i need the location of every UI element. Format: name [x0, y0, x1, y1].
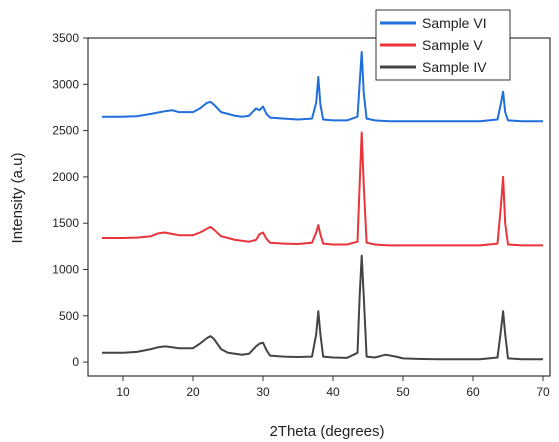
- x-tick-label-60: 60: [466, 385, 480, 399]
- legend-label-sample-v: Sample V: [422, 37, 483, 53]
- legend-label-sample-iv: Sample IV: [422, 59, 487, 75]
- series-line-sample-v: [102, 131, 543, 247]
- y-tick-label-0: 0: [72, 355, 79, 369]
- axes: [83, 37, 551, 381]
- y-tick-label-1000: 1000: [52, 263, 79, 277]
- legend: Sample VI Sample V Sample IV: [375, 9, 511, 81]
- y-axis-title: Intensity (a.u): [9, 153, 26, 244]
- x-tick-label-10: 10: [116, 385, 130, 399]
- x-tick-label-30: 30: [256, 385, 270, 399]
- tick-labels: 10 20 30 40 50 60 70 0 500 1000 1500 2000 2500 3000 35…: [52, 31, 550, 399]
- x-tick-label-20: 20: [186, 385, 200, 399]
- y-tick-label-2500: 2500: [52, 124, 79, 138]
- series-line-sample-iv: [102, 254, 543, 361]
- series-layer: [102, 50, 543, 361]
- series-line-sample-vi: [102, 50, 543, 123]
- y-tick-label-500: 500: [59, 309, 79, 323]
- x-tick-label-40: 40: [326, 385, 340, 399]
- legend-label-sample-vi: Sample VI: [422, 15, 487, 31]
- y-tick-label-3500: 3500: [52, 31, 79, 45]
- plot-frame: [87, 37, 551, 377]
- x-axis-title: 2Theta (degrees): [269, 423, 384, 440]
- y-tick-label-2000: 2000: [52, 170, 79, 184]
- y-tick-label-1500: 1500: [52, 216, 79, 230]
- x-tick-label-70: 70: [536, 385, 550, 399]
- y-tick-label-3000: 3000: [52, 77, 79, 91]
- x-tick-label-50: 50: [396, 385, 410, 399]
